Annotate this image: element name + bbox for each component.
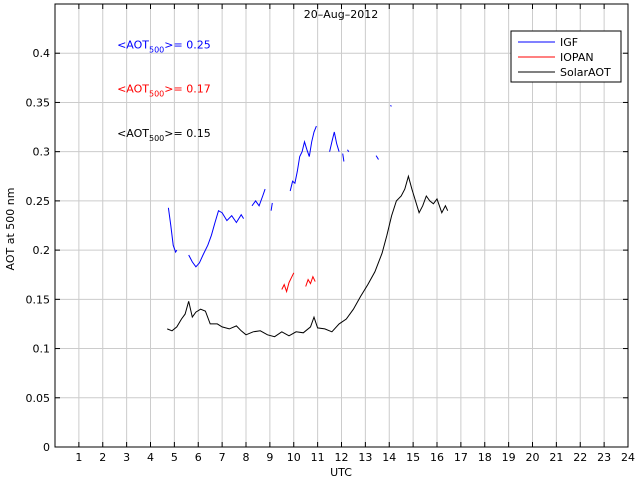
series-line [270, 202, 273, 211]
series-line [251, 188, 266, 207]
y-tick-label: 0 [43, 441, 50, 454]
series-line [347, 149, 350, 152]
legend-items: IGF IOPAN SolarAOT [518, 36, 611, 79]
x-axis-label: UTC [330, 466, 352, 479]
y-tick-label: 0.15 [26, 293, 51, 306]
x-tick-label: 6 [195, 451, 202, 464]
x-tick-label: 3 [123, 451, 130, 464]
series-line [281, 272, 295, 294]
x-tick-label: 18 [478, 451, 492, 464]
x-tick-label: 11 [311, 451, 325, 464]
series-solaraot [167, 174, 449, 338]
y-tick-label: 0.25 [26, 195, 51, 208]
series-line [329, 131, 340, 152]
y-tick-label: 0.2 [33, 244, 51, 257]
legend-label: IGF [560, 36, 578, 49]
series-line [167, 174, 449, 338]
series-line [289, 125, 317, 192]
x-tick-label: 24 [621, 451, 635, 464]
y-tick-label: 0.4 [33, 47, 51, 60]
x-tick-label: 8 [243, 451, 250, 464]
legend-label: IOPAN [560, 51, 594, 64]
data-point [390, 105, 392, 107]
x-tick-label: 13 [358, 451, 372, 464]
series-igf [167, 125, 379, 268]
x-tick-label: 12 [335, 451, 349, 464]
x-tick-label: 20 [526, 451, 540, 464]
x-tick-label: 7 [219, 451, 226, 464]
series-line [188, 209, 245, 268]
plot-frame [54, 3, 629, 448]
x-tick-label: 17 [454, 451, 468, 464]
x-tick-label: 2 [99, 451, 106, 464]
legend-label: SolarAOT [560, 66, 611, 79]
x-tick-label: 5 [171, 451, 178, 464]
grid-lines [55, 4, 629, 448]
series-iopan [281, 272, 316, 294]
x-tick-label: 19 [502, 451, 516, 464]
series-layer [167, 105, 449, 338]
mean-annotation: <AOT500>= 0.25 [117, 38, 211, 54]
axis-ticks: 1 2 3 4 5 6 7 8 9 10 11 12 13 14 15 16 17 18 19 20 21 22 23 240… [26, 4, 635, 464]
x-tick-label: 21 [549, 451, 563, 464]
series-line [305, 275, 316, 287]
y-tick-label: 0.35 [26, 96, 51, 109]
x-tick-label: 16 [430, 451, 444, 464]
y-tick-label: 0.05 [26, 392, 51, 405]
series-line [375, 155, 379, 160]
mean-annotation: <AOT500>= 0.15 [117, 127, 211, 143]
x-tick-label: 9 [266, 451, 273, 464]
y-tick-label: 0.1 [33, 343, 51, 356]
legend: IGF IOPAN SolarAOT [510, 30, 622, 83]
mean-annotation: <AOT500>= 0.17 [117, 83, 211, 99]
x-tick-label: 1 [75, 451, 82, 464]
series-line [342, 153, 345, 162]
annotations: <AOT500>= 0.25 <AOT500>= 0.17 <AOT500>= 0.… [117, 38, 211, 143]
x-tick-label: 23 [597, 451, 611, 464]
series-line [167, 207, 178, 254]
x-tick-label: 22 [573, 451, 587, 464]
chart-title: 20–Aug–2012 [304, 8, 378, 21]
y-tick-label: 0.3 [33, 146, 51, 159]
x-tick-label: 15 [406, 451, 420, 464]
x-tick-label: 4 [147, 451, 154, 464]
x-tick-label: 10 [287, 451, 301, 464]
x-tick-label: 14 [382, 451, 396, 464]
y-axis-label: AOT at 500 nm [4, 188, 17, 271]
